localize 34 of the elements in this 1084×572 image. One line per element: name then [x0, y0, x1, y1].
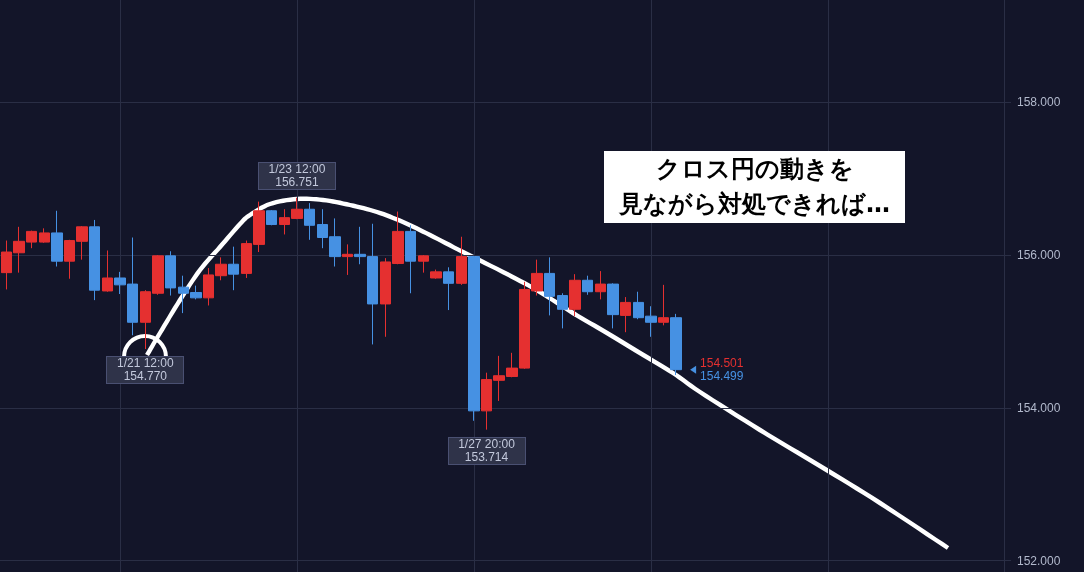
candlestick	[342, 243, 353, 276]
y-tick-label: 156.000	[1017, 248, 1061, 263]
candlestick	[443, 266, 454, 311]
candlestick	[102, 249, 113, 293]
candlestick	[569, 273, 581, 317]
candlestick	[165, 250, 176, 297]
candlestick	[620, 296, 631, 333]
candlestick	[430, 269, 442, 280]
annotation: 154.499	[700, 368, 744, 383]
annotation: 154.501	[700, 355, 744, 370]
candlestick	[557, 292, 568, 329]
candlestick	[468, 255, 480, 422]
candlestick	[544, 256, 555, 316]
candlestick	[607, 282, 619, 329]
annotation: 1/21 12:00 154.770	[106, 356, 185, 384]
candlestick	[266, 209, 277, 226]
candlestick	[595, 270, 606, 300]
candlestick	[228, 246, 239, 291]
annotation: 1/23 12:00 156.751	[257, 161, 336, 190]
annotation: 1/27 20:00 153.714	[447, 436, 526, 465]
candlestick	[89, 219, 100, 301]
candlestick	[304, 202, 315, 241]
annotation: クロス円の動きを見ながら対処できれば…	[618, 154, 891, 220]
y-tick-label: 154.000	[1017, 400, 1061, 415]
y-tick-label: 158.000	[1017, 95, 1061, 110]
candlestick	[418, 254, 429, 274]
candlestick	[582, 275, 593, 296]
candlestick	[51, 210, 63, 268]
candlestick	[39, 227, 50, 244]
candlestick	[456, 236, 467, 286]
candlestick	[658, 284, 669, 326]
y-tick-label: 152.000	[1017, 553, 1061, 568]
candlestick	[670, 313, 682, 376]
candlestick	[405, 224, 416, 294]
